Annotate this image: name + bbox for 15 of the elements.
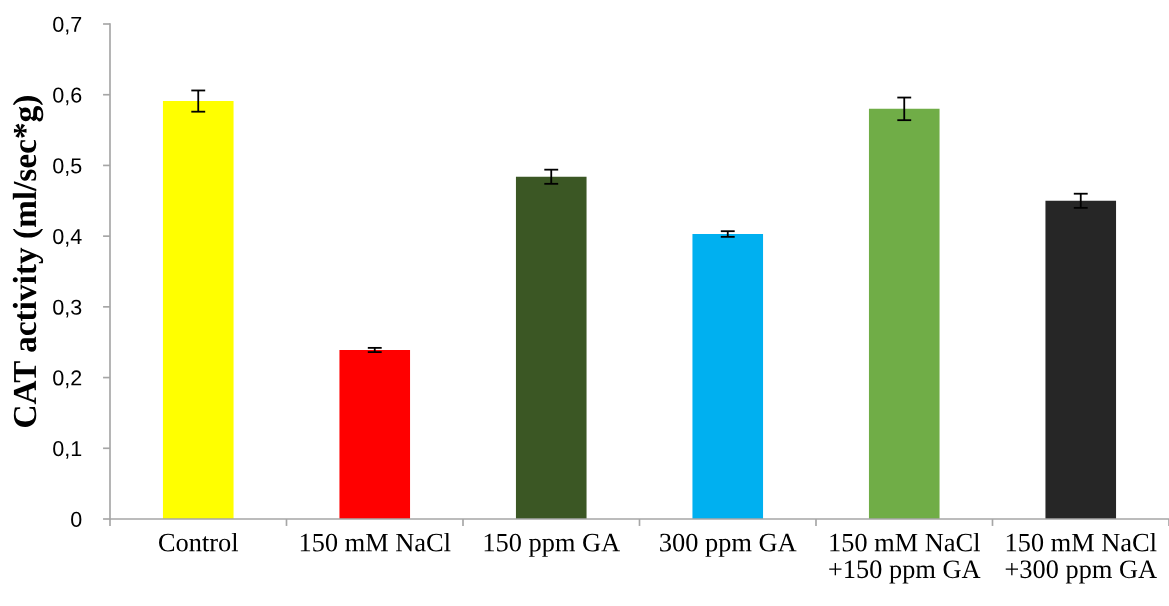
y-tick-label: 0 [71,511,82,528]
y-tick-label: 0,2 [53,370,82,389]
y-tick-label: 0,6 [53,87,82,106]
y-tick-label: 0,1 [53,441,82,459]
x-tick-label: 300 ppm GA [660,533,797,557]
y-tick-label: 0,5 [53,158,82,176]
x-tick-label: 150 mM NaCl +300 ppm GA [1005,532,1157,584]
x-tick-label: Control [159,532,239,552]
y-tick-label: 0,3 [53,299,82,318]
y-axis-title: CAT activity (ml/sec*g) [12,96,44,427]
y-tick-label: 0,7 [53,16,82,35]
y-tick-label: 0,4 [53,228,82,247]
x-tick-label: 150 ppm GA [484,533,620,557]
x-tick-label: 150 mM NaCl +150 ppm GA [829,532,981,584]
x-tick-label: 150 mM NaCl [300,532,451,552]
